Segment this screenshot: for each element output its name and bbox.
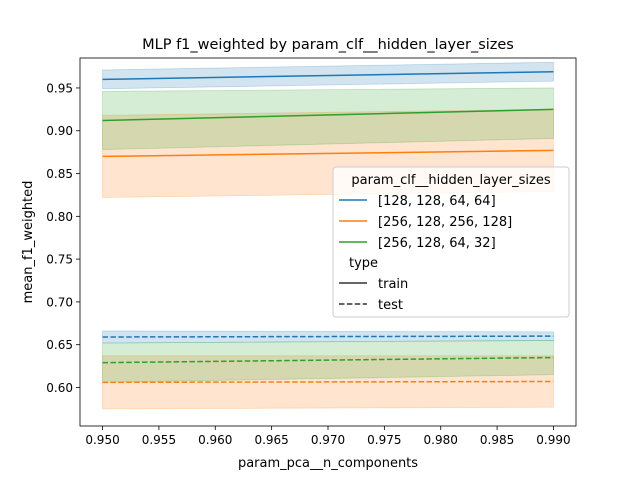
- y-tick-label: 0.75: [46, 253, 73, 267]
- y-tick-label: 0.85: [46, 167, 73, 181]
- x-axis-label: param_pca__n_components: [238, 456, 418, 471]
- series-line-train-0: [102, 70, 554, 81]
- legend-style-label: test: [378, 298, 403, 313]
- series-line-test-3: [102, 335, 554, 338]
- x-tick-label: 0.965: [254, 433, 288, 447]
- legend-style-title: type: [349, 256, 378, 271]
- y-tick-label: 0.65: [46, 338, 73, 352]
- x-tick-label: 0.955: [142, 433, 176, 447]
- y-tick-label: 0.70: [46, 295, 73, 309]
- y-axis-ticks: 0.60 0.65 0.70 0.75 0.80 0.85 0.90 0.95: [46, 81, 80, 395]
- x-tick-label: 0.975: [367, 433, 401, 447]
- x-tick-label: 0.990: [536, 433, 570, 447]
- y-axis-label: mean_f1_weighted: [21, 181, 36, 304]
- chart-title: MLP f1_weighted by param_clf__hidden_lay…: [142, 37, 514, 53]
- series-lines: [102, 70, 554, 384]
- series-line-test-5: [102, 356, 554, 364]
- legend: param_clf__hidden_layer_sizes [128, 128,…: [332, 166, 570, 318]
- x-tick-label: 0.960: [198, 433, 232, 447]
- series-line-train-2: [102, 108, 554, 122]
- legend-style-entries: train test: [339, 277, 408, 313]
- x-axis-ticks: 0.950 0.955 0.960 0.965 0.970 0.975 0.980 0.985…: [85, 426, 571, 447]
- legend-hue-label: [256, 128, 64, 32]: [378, 236, 496, 251]
- series-line-train-1: [102, 149, 554, 158]
- y-tick-label: 0.90: [46, 124, 73, 138]
- x-tick-label: 0.970: [311, 433, 345, 447]
- y-tick-label: 0.95: [46, 81, 73, 95]
- x-tick-label: 0.980: [424, 433, 458, 447]
- legend-hue-label: [256, 128, 256, 128]: [378, 215, 512, 230]
- x-tick-label: 0.985: [480, 433, 514, 447]
- legend-box: [332, 166, 570, 318]
- x-tick-label: 0.950: [85, 433, 119, 447]
- legend-hue-label: [128, 128, 64, 64]: [378, 194, 496, 209]
- ci-band-train-2: [102, 87, 554, 150]
- legend-style-label: train: [378, 277, 408, 292]
- legend-hue-entries: [128, 128, 64, 64] [256, 128, 256, 128] [2…: [339, 194, 512, 251]
- y-tick-label: 0.60: [46, 381, 73, 395]
- y-tick-label: 0.80: [46, 210, 73, 224]
- ci-band-test-5: [102, 340, 554, 383]
- legend-hue-title: param_clf__hidden_layer_sizes: [351, 173, 550, 188]
- series-line-test-4: [102, 380, 554, 384]
